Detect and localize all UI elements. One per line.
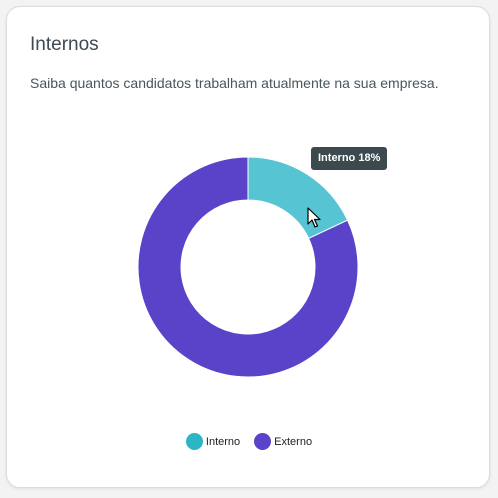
- internos-card: Internos Saiba quantos candidatos trabal…: [6, 6, 490, 488]
- legend-item-externo[interactable]: Externo: [254, 433, 312, 450]
- chart-legend: Interno Externo: [7, 433, 491, 450]
- donut-chart: [137, 156, 359, 378]
- mouse-cursor-icon: [307, 207, 321, 228]
- legend-label-interno: Interno: [205, 435, 241, 448]
- donut-slices: [137, 156, 359, 378]
- legend-item-interno[interactable]: Interno: [185, 433, 241, 450]
- legend-label-externo: Externo: [274, 435, 313, 448]
- legend-swatch-interno: [185, 433, 203, 450]
- card-title: Internos: [30, 34, 99, 55]
- card-subtitle: Saiba quantos candidatos trabalham atual…: [30, 75, 439, 91]
- chart-tooltip: Interno 18%: [311, 147, 388, 170]
- legend-swatch-externo: [254, 433, 272, 450]
- donut-slice-externo[interactable]: [137, 156, 359, 378]
